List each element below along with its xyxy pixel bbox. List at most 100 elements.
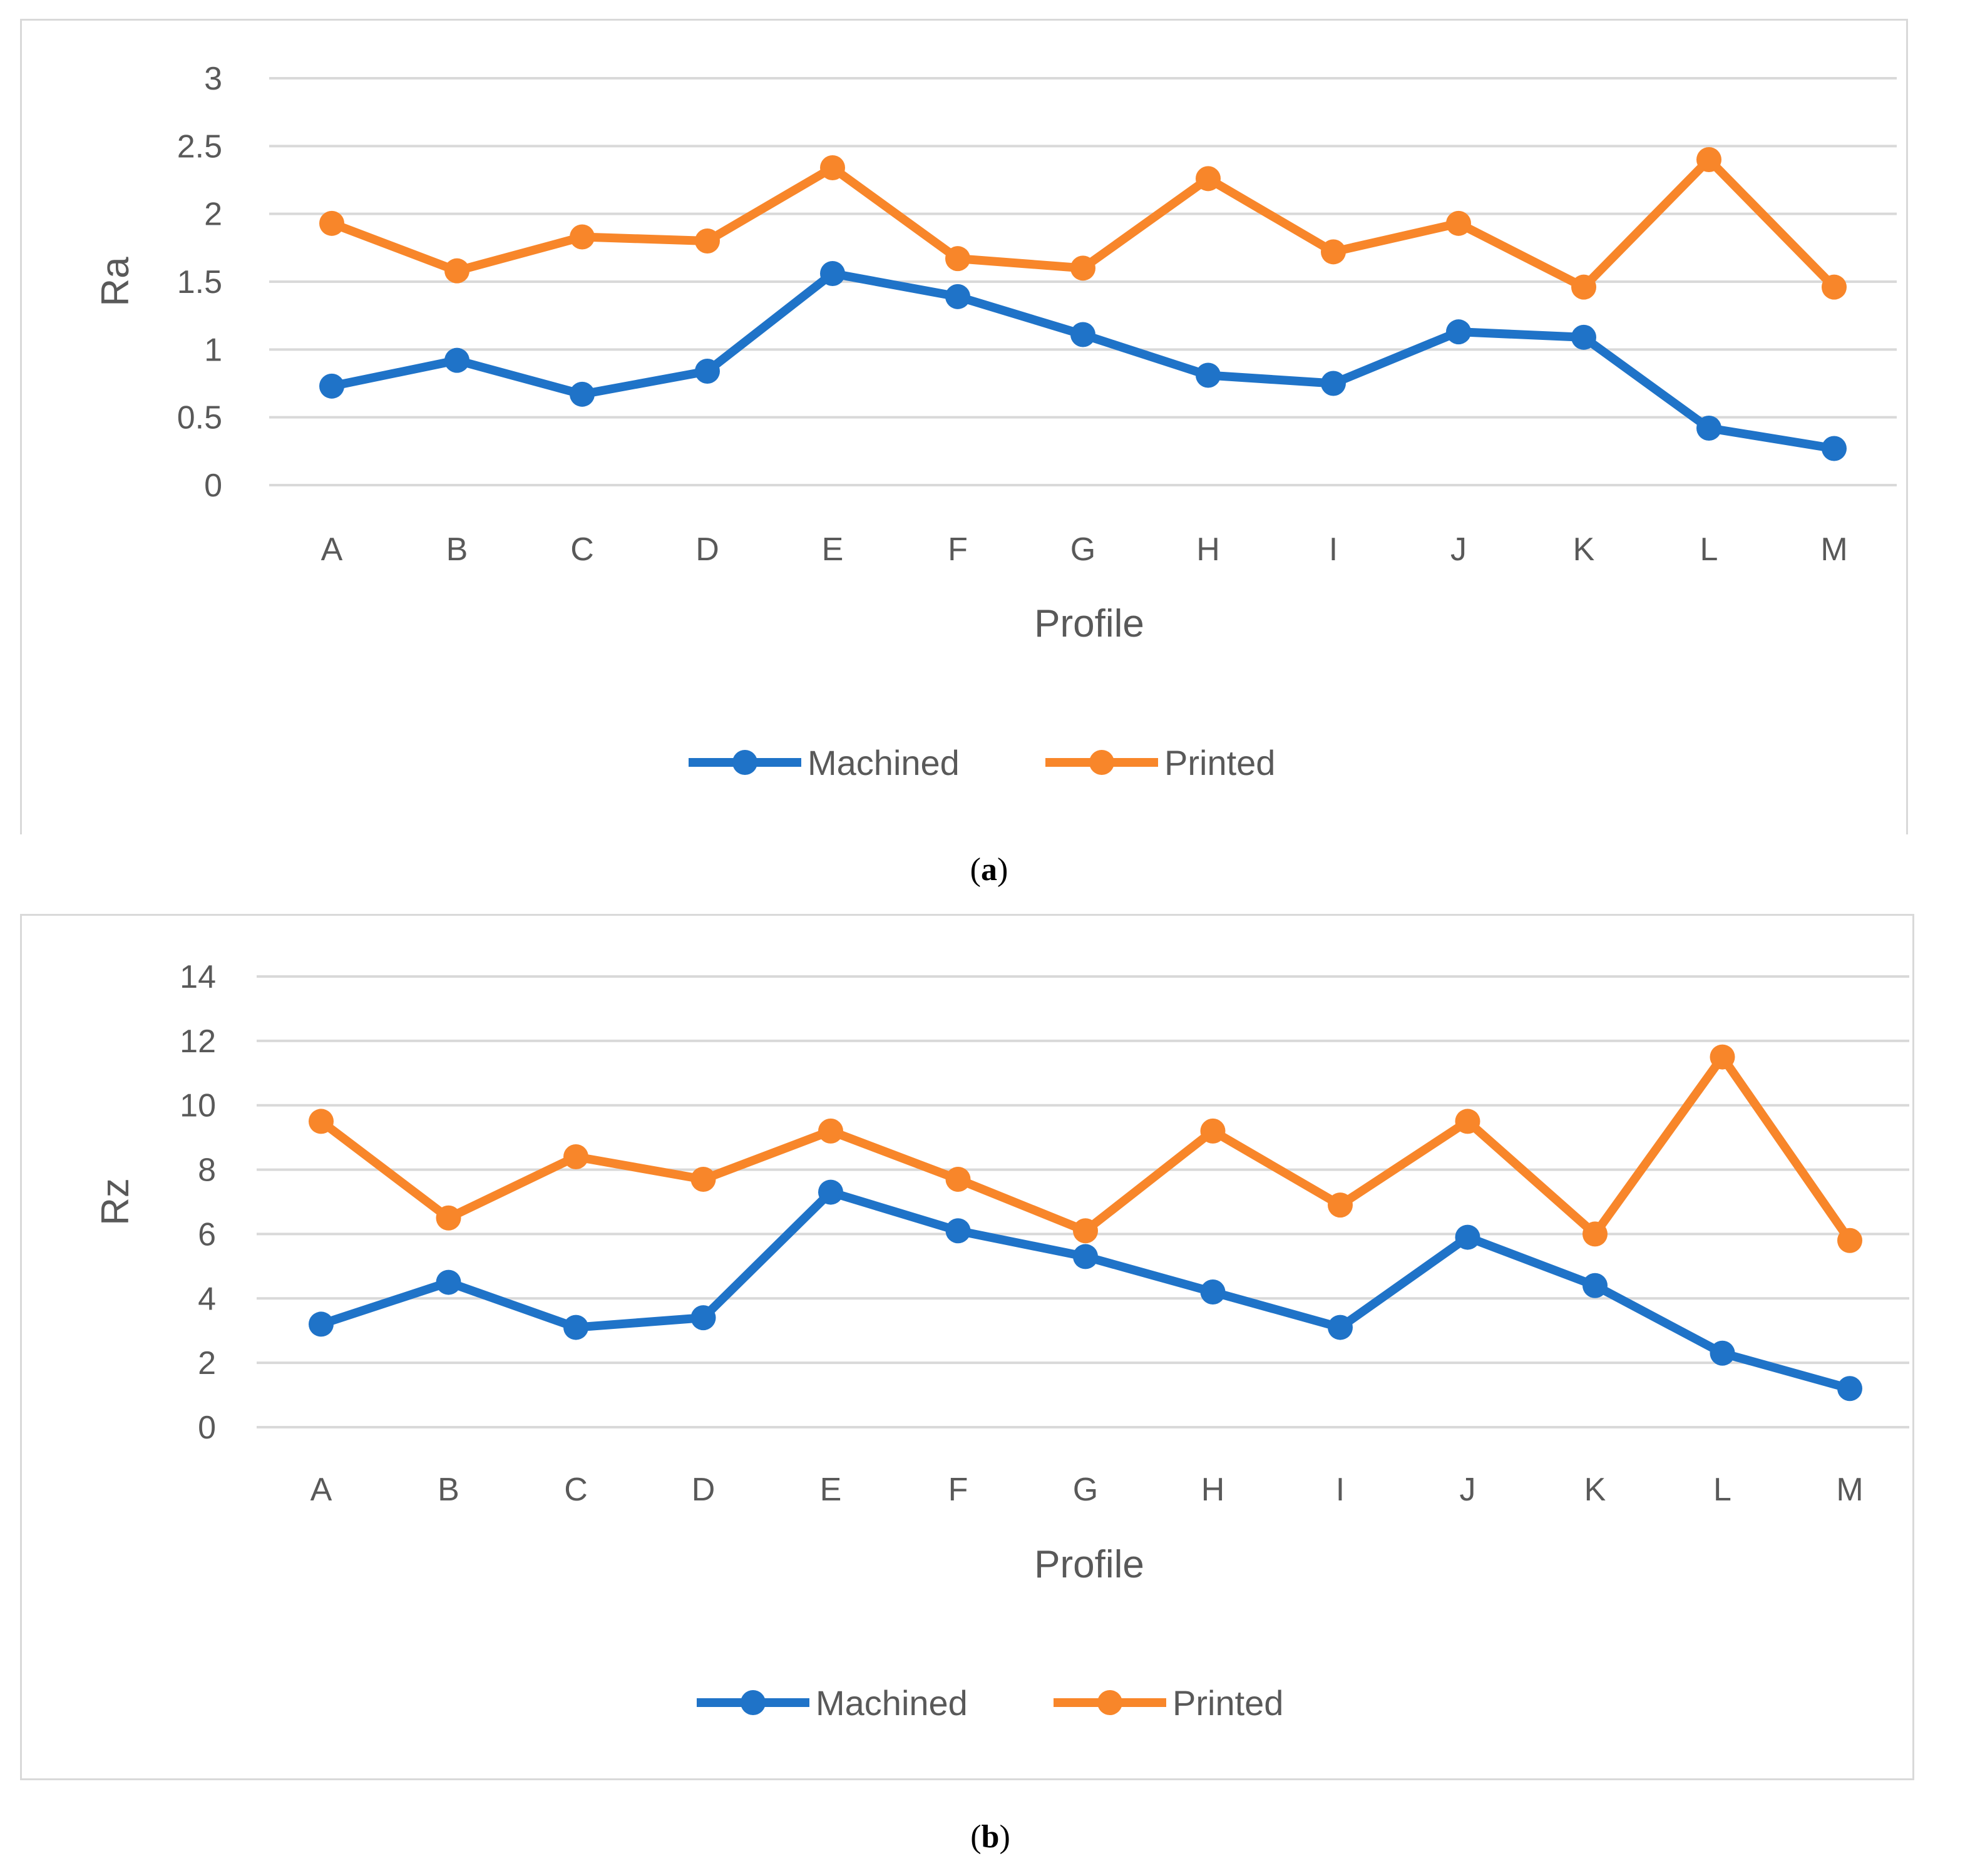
x-tick-label: F	[948, 531, 968, 568]
y-tick-label: 6	[198, 1216, 216, 1253]
data-point-machined	[945, 1218, 971, 1244]
x-tick-label: E	[822, 531, 844, 568]
data-point-printed	[1196, 166, 1221, 192]
data-point-printed	[690, 1167, 716, 1192]
chart-panel-a	[20, 19, 1908, 834]
legend-label-machined: Machined	[816, 1683, 968, 1723]
data-point-printed	[1455, 1109, 1480, 1134]
data-point-printed	[319, 210, 344, 236]
y-tick-label: 14	[180, 959, 216, 995]
data-point-printed	[1571, 274, 1596, 300]
data-point-printed	[570, 224, 595, 250]
data-point-machined	[1582, 1273, 1608, 1298]
x-tick-label: A	[321, 531, 343, 568]
data-point-printed	[945, 246, 970, 272]
data-point-printed	[436, 1205, 461, 1231]
legend-marker-machined	[732, 750, 757, 775]
data-point-machined	[309, 1311, 334, 1337]
legend-label-printed: Printed	[1164, 743, 1275, 782]
x-tick-label: C	[570, 531, 594, 568]
caption-b-letter: b	[981, 1819, 1000, 1855]
x-tick-label: K	[1584, 1472, 1606, 1508]
x-tick-label: J	[1450, 531, 1467, 568]
legend-marker-machined	[741, 1690, 766, 1715]
data-point-machined	[563, 1315, 588, 1340]
y-axis-title: Ra	[94, 257, 137, 307]
data-point-printed	[1837, 1228, 1862, 1253]
data-point-printed	[1200, 1118, 1226, 1144]
data-point-printed	[1710, 1044, 1735, 1070]
data-point-machined	[436, 1269, 461, 1295]
data-point-machined	[319, 373, 344, 399]
data-point-printed	[1582, 1221, 1608, 1247]
data-point-printed	[1696, 147, 1721, 172]
x-tick-label: F	[948, 1472, 968, 1508]
data-point-machined	[945, 284, 970, 309]
data-point-printed	[1073, 1218, 1098, 1244]
data-point-printed	[818, 1118, 843, 1144]
x-tick-label: G	[1070, 531, 1095, 568]
data-point-machined	[1571, 324, 1596, 350]
y-tick-label: 0	[198, 1410, 216, 1446]
data-point-machined	[1073, 1244, 1098, 1269]
data-point-machined	[1328, 1315, 1353, 1340]
caption-a: (a)	[970, 852, 1008, 888]
data-point-machined	[820, 261, 845, 286]
data-point-printed	[1321, 239, 1346, 265]
x-tick-label: L	[1700, 531, 1718, 568]
y-tick-label: 2	[198, 1345, 216, 1381]
x-tick-label: E	[820, 1472, 842, 1508]
y-tick-label: 1	[204, 332, 222, 368]
data-point-machined	[1446, 319, 1471, 345]
x-tick-label: J	[1460, 1472, 1476, 1508]
x-tick-label: C	[564, 1472, 588, 1508]
x-axis-title: Profile	[1034, 602, 1144, 645]
legend-marker-printed	[1097, 1690, 1122, 1715]
caption-b: (b)	[970, 1819, 1010, 1855]
data-point-machined	[1696, 416, 1721, 441]
x-tick-label: I	[1329, 531, 1338, 568]
data-point-printed	[444, 258, 469, 284]
x-tick-label: H	[1196, 531, 1220, 568]
series-line-printed	[318, 1052, 1854, 1243]
data-point-printed	[695, 228, 720, 254]
y-tick-label: 2	[204, 197, 222, 233]
data-point-printed	[1446, 210, 1471, 236]
y-tick-label: 3	[204, 61, 222, 97]
data-point-machined	[690, 1305, 716, 1331]
x-tick-label: B	[446, 531, 468, 568]
data-point-machined	[1196, 362, 1221, 388]
legend-label-printed: Printed	[1172, 1683, 1283, 1723]
data-point-machined	[1200, 1279, 1226, 1304]
data-point-printed	[1328, 1192, 1353, 1218]
data-point-printed	[820, 155, 845, 180]
y-tick-label: 2.5	[177, 128, 222, 165]
data-point-machined	[1070, 322, 1095, 347]
data-point-machined	[1710, 1340, 1735, 1366]
y-tick-label: 0	[204, 468, 222, 504]
y-axis-title: Rz	[94, 1178, 137, 1226]
data-point-printed	[1822, 274, 1847, 300]
x-tick-label: M	[1836, 1472, 1863, 1508]
data-point-printed	[945, 1167, 971, 1192]
x-tick-label: D	[695, 531, 719, 568]
x-axis-title: Profile	[1034, 1543, 1144, 1586]
legend-marker-printed	[1089, 750, 1114, 775]
series-line-machined	[331, 269, 1835, 453]
x-tick-label: B	[438, 1472, 459, 1508]
legend-label-machined: Machined	[808, 743, 960, 782]
x-tick-label: H	[1201, 1472, 1225, 1508]
data-point-machined	[1837, 1376, 1862, 1402]
data-point-machined	[444, 347, 469, 373]
y-tick-label: 4	[198, 1281, 216, 1317]
data-point-machined	[818, 1179, 843, 1205]
x-tick-label: A	[310, 1472, 332, 1508]
data-point-printed	[1070, 255, 1095, 281]
data-point-machined	[695, 359, 720, 384]
y-tick-label: 8	[198, 1152, 216, 1189]
data-point-printed	[309, 1109, 334, 1134]
data-point-machined	[570, 381, 595, 407]
caption-a-letter: a	[981, 852, 997, 888]
chart-panel-b	[20, 914, 1914, 1780]
